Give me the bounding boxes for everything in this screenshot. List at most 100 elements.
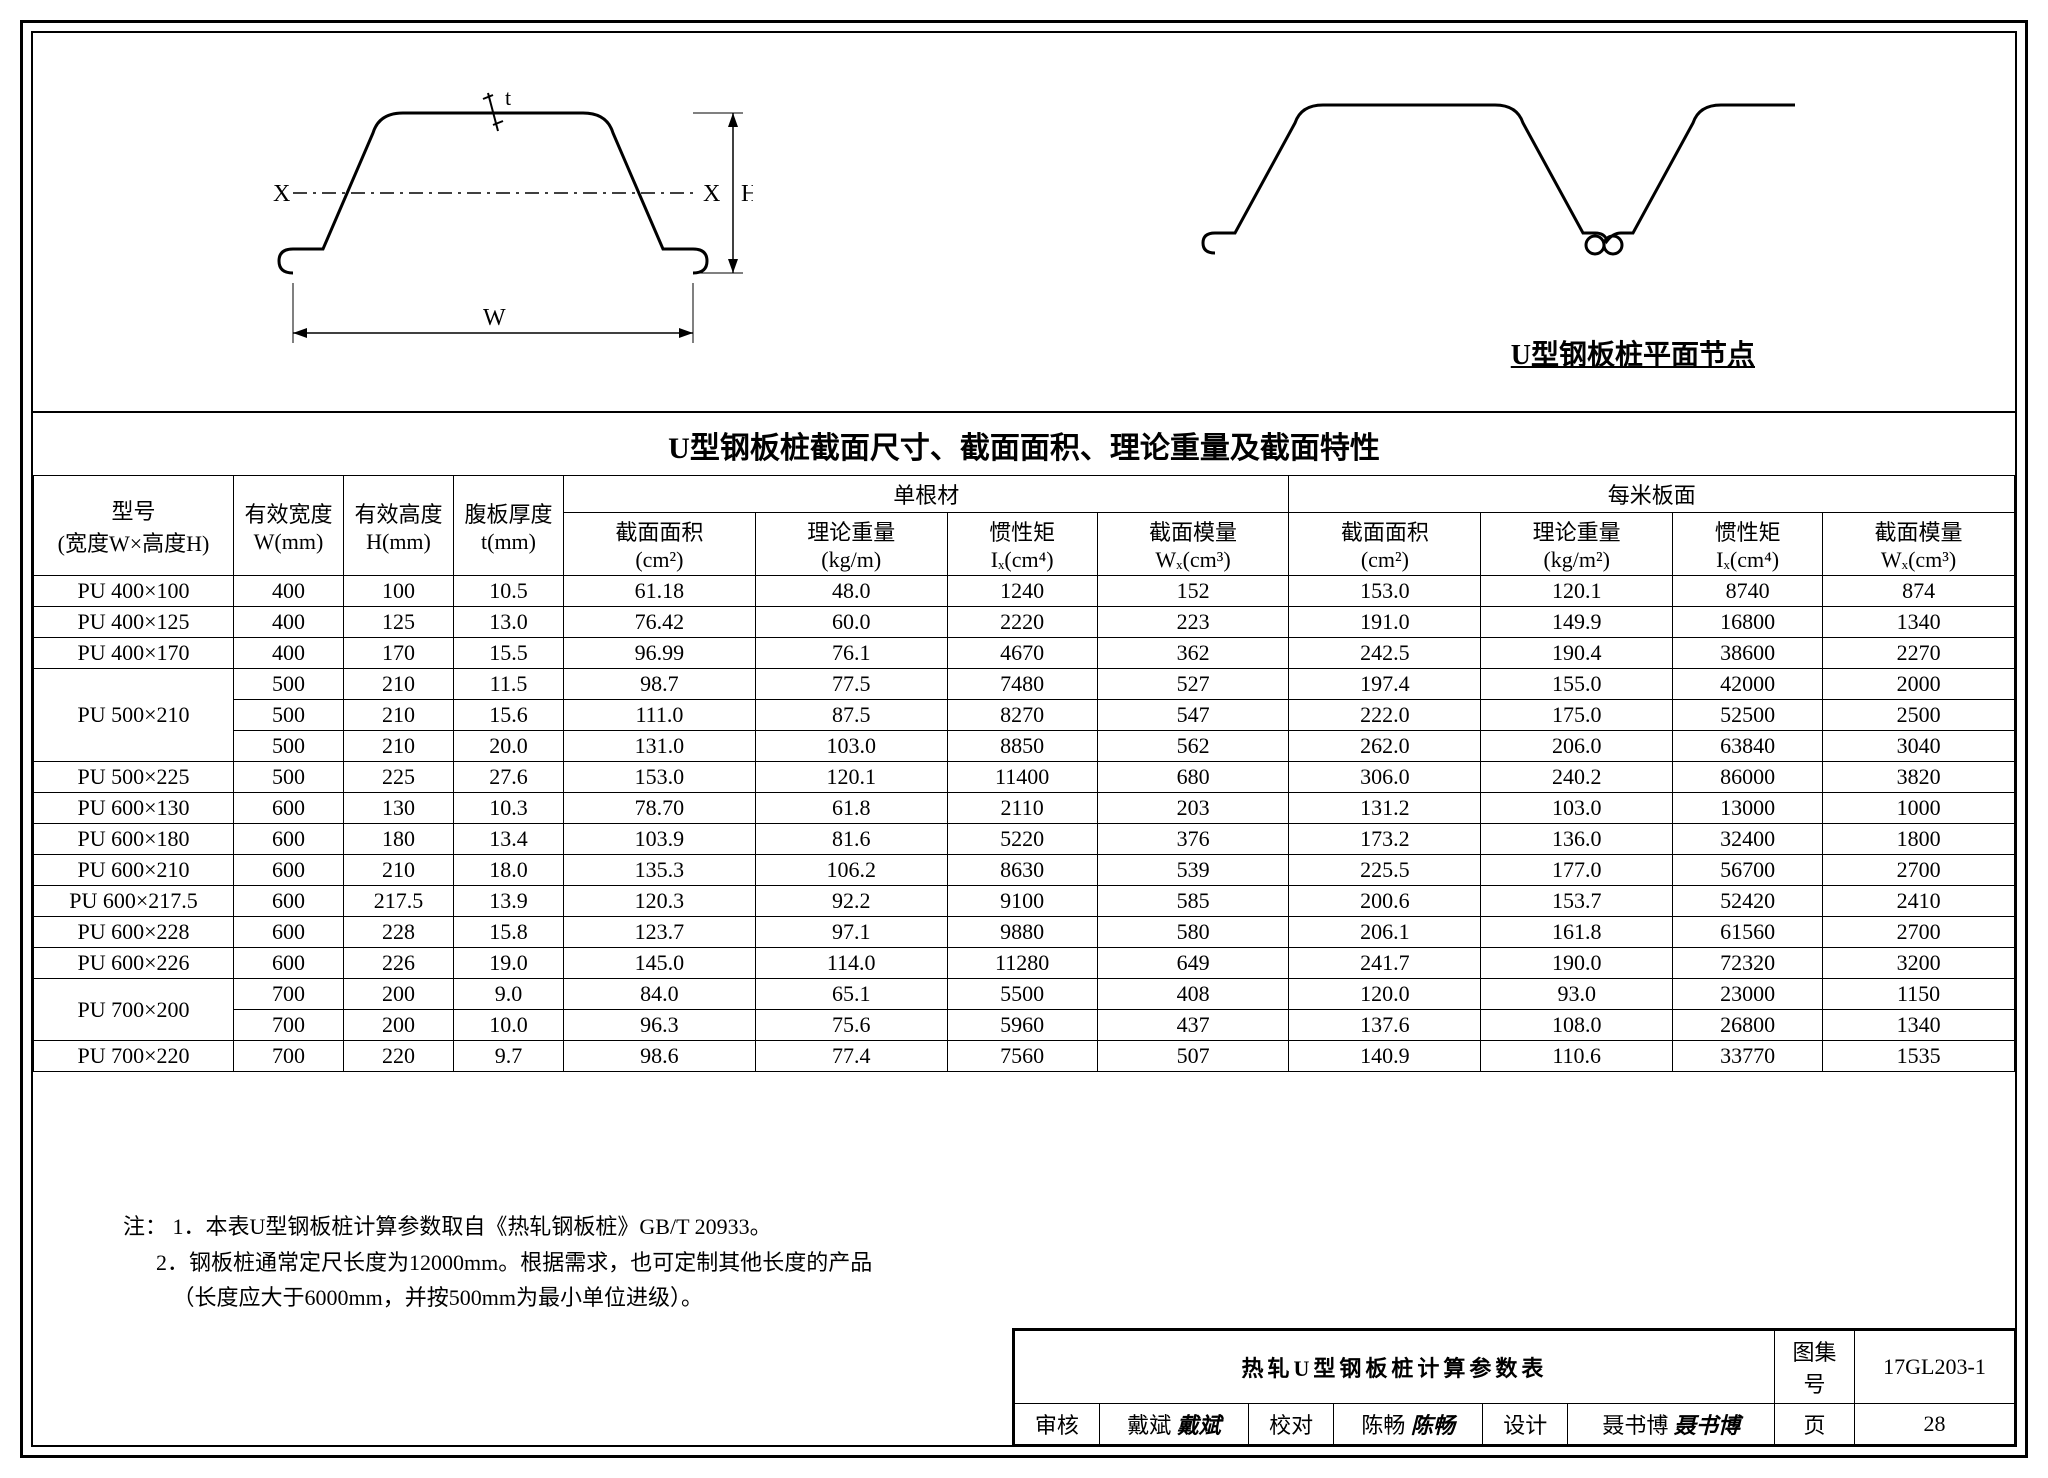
cell-m2: 108.0 (1481, 1010, 1673, 1041)
th-x2: 截面模量 (1875, 520, 1963, 545)
cell-m1: 81.6 (755, 824, 947, 855)
cell-a2: 262.0 (1289, 731, 1481, 762)
cell-h: 170 (344, 638, 454, 669)
cell-h: 200 (344, 1010, 454, 1041)
cell-model: PU 400×100 (34, 576, 234, 607)
cell-w: 700 (234, 1010, 344, 1041)
cell-t: 11.5 (454, 669, 564, 700)
cell-i2: 63840 (1673, 731, 1823, 762)
cell-x2: 3200 (1823, 948, 2015, 979)
cell-i2: 33770 (1673, 1041, 1823, 1072)
cell-m1: 77.5 (755, 669, 947, 700)
cell-m1: 60.0 (755, 607, 947, 638)
cell-model: PU 600×226 (34, 948, 234, 979)
table-row: PU 600×22860022815.8123.797.19880580206.… (34, 917, 2015, 948)
cell-model: PU 600×130 (34, 793, 234, 824)
th-i2u: Iₓ(cm⁴) (1716, 547, 1779, 572)
cell-h: 226 (344, 948, 454, 979)
diagram-interlock (1195, 73, 1815, 373)
cell-x1: 580 (1097, 917, 1289, 948)
cell-h: 100 (344, 576, 454, 607)
table-row: PU 700×2007002009.084.065.15500408120.09… (34, 979, 2015, 1010)
cell-m1: 106.2 (755, 855, 947, 886)
cell-m2: 149.9 (1481, 607, 1673, 638)
cell-x2: 2700 (1823, 855, 2015, 886)
cell-w: 700 (234, 1041, 344, 1072)
cell-a1: 135.3 (564, 855, 756, 886)
cell-a2: 200.6 (1289, 886, 1481, 917)
drawing-sheet: t X X H (20, 20, 2028, 1458)
note-1: 1．本表U型钢板桩计算参数取自《热轧钢板桩》GB/T 20933。 (173, 1214, 772, 1239)
cell-w: 500 (234, 731, 344, 762)
cell-m2: 177.0 (1481, 855, 1673, 886)
table-row: PU 700×2207002209.798.677.47560507140.91… (34, 1041, 2015, 1072)
table-title: U型钢板桩截面尺寸、截面面积、理论重量及截面特性 (33, 413, 2015, 475)
cell-a2: 153.0 (1289, 576, 1481, 607)
cell-w: 600 (234, 886, 344, 917)
th-perm: 每米板面 (1289, 476, 2015, 513)
cell-i1: 5500 (947, 979, 1097, 1010)
tb-atlas-label: 图集号 (1775, 1331, 1855, 1404)
cell-w: 600 (234, 855, 344, 886)
cell-x2: 3820 (1823, 762, 2015, 793)
th-w: 有效宽度 (244, 502, 332, 527)
tb-review-name: 戴斌 (1127, 1413, 1171, 1438)
th-a1: 截面面积 (615, 520, 703, 545)
tb-atlas-no: 17GL203-1 (1855, 1331, 2015, 1404)
cell-x1: 547 (1097, 700, 1289, 731)
cell-a1: 96.99 (564, 638, 756, 669)
table-row: PU 600×18060018013.4103.981.65220376173.… (34, 824, 2015, 855)
cell-m2: 240.2 (1481, 762, 1673, 793)
cell-w: 400 (234, 607, 344, 638)
cell-a1: 98.6 (564, 1041, 756, 1072)
cell-a2: 173.2 (1289, 824, 1481, 855)
cell-m1: 114.0 (755, 948, 947, 979)
inner-frame: t X X H (31, 31, 2017, 1447)
cell-i2: 13000 (1673, 793, 1823, 824)
cell-a1: 120.3 (564, 886, 756, 917)
th-x1u: Wₓ(cm³) (1155, 547, 1230, 572)
tb-design-sig: 聂书博 (1674, 1413, 1740, 1438)
cell-h: 125 (344, 607, 454, 638)
cell-m1: 65.1 (755, 979, 947, 1010)
cell-t: 15.6 (454, 700, 564, 731)
cell-x1: 408 (1097, 979, 1289, 1010)
tb-page-no: 28 (1855, 1404, 2015, 1445)
cell-x1: 527 (1097, 669, 1289, 700)
cell-model: PU 700×200 (34, 979, 234, 1041)
cell-i2: 26800 (1673, 1010, 1823, 1041)
cell-a1: 131.0 (564, 731, 756, 762)
cell-i1: 11280 (947, 948, 1097, 979)
cell-w: 600 (234, 917, 344, 948)
cell-m1: 120.1 (755, 762, 947, 793)
table-row: PU 600×21060021018.0135.3106.28630539225… (34, 855, 2015, 886)
cell-i1: 4670 (947, 638, 1097, 669)
cell-t: 13.0 (454, 607, 564, 638)
th-single: 单根材 (564, 476, 1289, 513)
cell-x1: 362 (1097, 638, 1289, 669)
table-row: 50021020.0131.0103.08850562262.0206.0638… (34, 731, 2015, 762)
label-w: W (483, 305, 506, 331)
cell-t: 15.8 (454, 917, 564, 948)
th-m2: 理论重量 (1533, 520, 1621, 545)
tb-design-label: 设计 (1483, 1404, 1568, 1445)
cell-h: 210 (344, 669, 454, 700)
cell-h: 200 (344, 979, 454, 1010)
table-row: 50021015.6111.087.58270547222.0175.05250… (34, 700, 2015, 731)
th-i2: 惯性矩 (1715, 520, 1781, 545)
cell-a2: 206.1 (1289, 917, 1481, 948)
cell-i1: 7560 (947, 1041, 1097, 1072)
cell-h: 217.5 (344, 886, 454, 917)
cell-t: 19.0 (454, 948, 564, 979)
cell-h: 220 (344, 1041, 454, 1072)
note-2: 2．钢板桩通常定尺长度为12000mm。根据需求，也可定制其他长度的产品 (156, 1250, 872, 1275)
th-a2: 截面面积 (1341, 520, 1429, 545)
cell-t: 13.4 (454, 824, 564, 855)
th-h-unit: H(mm) (366, 529, 431, 554)
cell-x1: 437 (1097, 1010, 1289, 1041)
cell-a1: 103.9 (564, 824, 756, 855)
tb-design-name: 聂书博 (1602, 1413, 1668, 1438)
label-x-right: X (703, 181, 720, 207)
cell-i2: 86000 (1673, 762, 1823, 793)
cell-m2: 155.0 (1481, 669, 1673, 700)
